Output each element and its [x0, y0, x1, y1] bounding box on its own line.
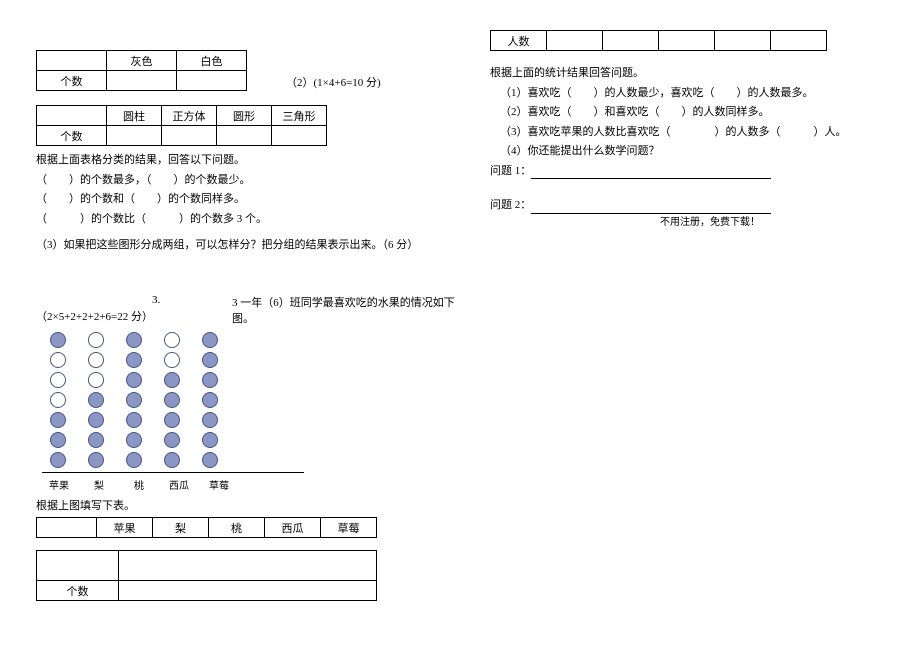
chart-axis — [42, 472, 304, 473]
fill-blank-more3: （ ）的个数比（ ）的个数多 3 个。 — [36, 211, 466, 228]
chart-row — [36, 452, 466, 468]
dot — [126, 452, 142, 468]
table-shapes: 圆柱 正方体 圆形 三角形 个数 — [36, 105, 327, 146]
dot — [50, 452, 66, 468]
chart-label: 西瓜 — [168, 477, 190, 492]
dot — [50, 392, 66, 408]
dot — [202, 392, 218, 408]
dot — [50, 372, 66, 388]
right-q1: （1）喜欢吃（ ）的人数最少，喜欢吃（ ）的人数最多。 — [490, 85, 890, 102]
table-fruit-count: 个数 — [36, 550, 377, 601]
question-1: 问题 1： — [490, 163, 890, 180]
dot — [88, 372, 104, 388]
table-people-count: 人数 — [490, 30, 827, 51]
chart-label: 苹果 — [48, 477, 70, 492]
q3-number: 3. — [152, 294, 160, 306]
dot — [126, 392, 142, 408]
dot — [164, 452, 180, 468]
dot — [126, 412, 142, 428]
chart-label: 桃 — [128, 477, 150, 492]
col-grey: 灰色 — [107, 51, 177, 71]
dot — [164, 352, 180, 368]
chart-row — [36, 412, 466, 428]
dot — [50, 432, 66, 448]
dot — [126, 372, 142, 388]
chart-row — [36, 372, 466, 388]
dot — [50, 352, 66, 368]
fill-table-prompt: 根据上图填写下表。 — [36, 498, 466, 515]
dot — [88, 452, 104, 468]
dot — [164, 392, 180, 408]
q2-scoring: （2）(1×4+6=10 分) — [286, 74, 381, 90]
chart-row — [36, 432, 466, 448]
chart-label: 草莓 — [208, 477, 230, 492]
chart-label: 梨 — [88, 477, 110, 492]
dot — [88, 412, 104, 428]
dot — [202, 352, 218, 368]
table-grey-white: 灰色 白色 个数 — [36, 50, 247, 91]
right-q4: （4）你还能提出什么数学问题？ — [490, 143, 890, 160]
right-q3: （3）喜欢吃苹果的人数比喜欢吃（ ）的人数多（ ）人。 — [490, 124, 890, 141]
dot — [126, 352, 142, 368]
dot — [88, 392, 104, 408]
dot — [164, 412, 180, 428]
dot — [126, 332, 142, 348]
dot — [88, 432, 104, 448]
chart-row — [36, 392, 466, 408]
row-people: 人数 — [491, 31, 547, 51]
question-2: 问题 2： — [490, 197, 890, 214]
q3-text: 3 一年（6）班同学最喜欢吃的水果的情况如下图。 — [232, 294, 466, 326]
table-caption: 根据上面表格分类的结果，回答以下问题。 — [36, 152, 466, 169]
dot — [126, 432, 142, 448]
chart-row — [36, 332, 466, 348]
dot — [202, 432, 218, 448]
fruit-pictograph — [36, 332, 466, 468]
dot — [50, 412, 66, 428]
right-q2: （2）喜欢吃（ ）和喜欢吃（ ）的人数同样多。 — [490, 104, 890, 121]
dot — [164, 332, 180, 348]
dot — [88, 352, 104, 368]
dot — [88, 332, 104, 348]
fill-blank-same: （ ）的个数和（ ）的个数同样多。 — [36, 191, 466, 208]
dot — [202, 332, 218, 348]
dot — [202, 452, 218, 468]
dot — [164, 372, 180, 388]
dot — [202, 412, 218, 428]
dot — [202, 372, 218, 388]
chart-row — [36, 352, 466, 368]
q3-split: （3）如果把这些图形分成两组，可以怎样分？把分组的结果表示出来。（6 分） — [36, 237, 466, 254]
fill-blank-most-least: （ ）的个数最多，（ ）的个数最少。 — [36, 172, 466, 189]
dot — [164, 432, 180, 448]
row-count: 个数 — [37, 71, 107, 91]
right-caption: 根据上面的统计结果回答问题。 — [490, 65, 890, 82]
chart-labels: 苹果 梨 桃 西瓜 草莓 — [36, 477, 466, 492]
col-white: 白色 — [177, 51, 247, 71]
footer-note: 不用注册，免费下载！ — [530, 213, 890, 228]
table-fruit-header: 苹果 梨 桃 西瓜 草莓 — [36, 517, 377, 538]
dot — [50, 332, 66, 348]
